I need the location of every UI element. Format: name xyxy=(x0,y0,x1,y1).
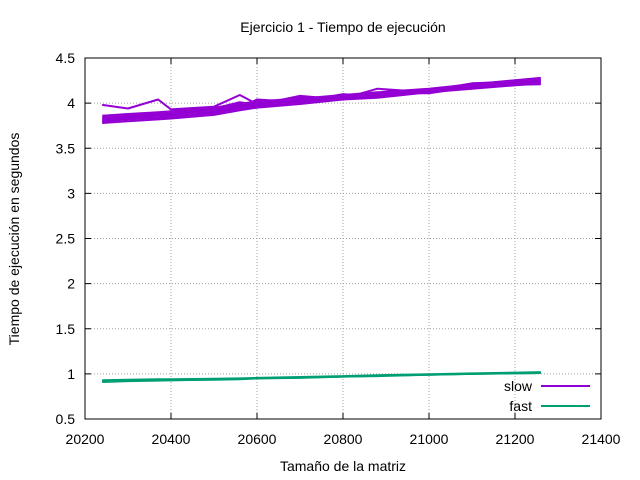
series-fast xyxy=(102,371,541,383)
series-layer xyxy=(102,76,541,383)
x-tick-label: 20800 xyxy=(324,431,363,447)
y-tick-label: 2 xyxy=(67,276,75,292)
y-tick-label: 3.5 xyxy=(56,140,76,156)
y-tick-label: 4 xyxy=(67,95,75,111)
series-line-slow xyxy=(102,79,541,122)
series-slow xyxy=(102,76,541,124)
legend-item-slow: slow xyxy=(504,378,590,394)
y-tick-label: 0.5 xyxy=(56,411,76,427)
legend-label-slow: slow xyxy=(504,378,533,394)
chart-title: Ejercicio 1 - Tiempo de ejecución xyxy=(240,19,445,35)
x-tick-label: 20200 xyxy=(66,431,105,447)
y-tick-label: 1 xyxy=(67,366,75,382)
legend-label-fast: fast xyxy=(509,398,532,414)
legend: slow fast xyxy=(504,378,590,414)
y-tick-label: 1.5 xyxy=(56,321,76,337)
series-line-slow xyxy=(102,76,541,117)
legend-item-fast: fast xyxy=(509,398,590,414)
x-tick-label: 21400 xyxy=(582,431,621,447)
y-tick-label: 2.5 xyxy=(56,231,76,247)
x-tick-label: 20600 xyxy=(238,431,277,447)
x-axis-label: Tamaño de la matriz xyxy=(280,458,406,474)
x-tick-label: 20400 xyxy=(152,431,191,447)
y-tick-label: 3 xyxy=(67,185,75,201)
y-tick-label: 4.5 xyxy=(56,50,76,66)
x-tick-label: 21200 xyxy=(496,431,535,447)
series-line-fast xyxy=(102,372,541,383)
ticks: 20200 20400 20600 20800 21000 21200 21400 0.5 1 1… xyxy=(56,50,621,447)
series-line-slow xyxy=(102,77,541,124)
x-tick-label: 21000 xyxy=(410,431,449,447)
y-axis-label: Tiempo de ejecución en segundos xyxy=(6,133,22,346)
